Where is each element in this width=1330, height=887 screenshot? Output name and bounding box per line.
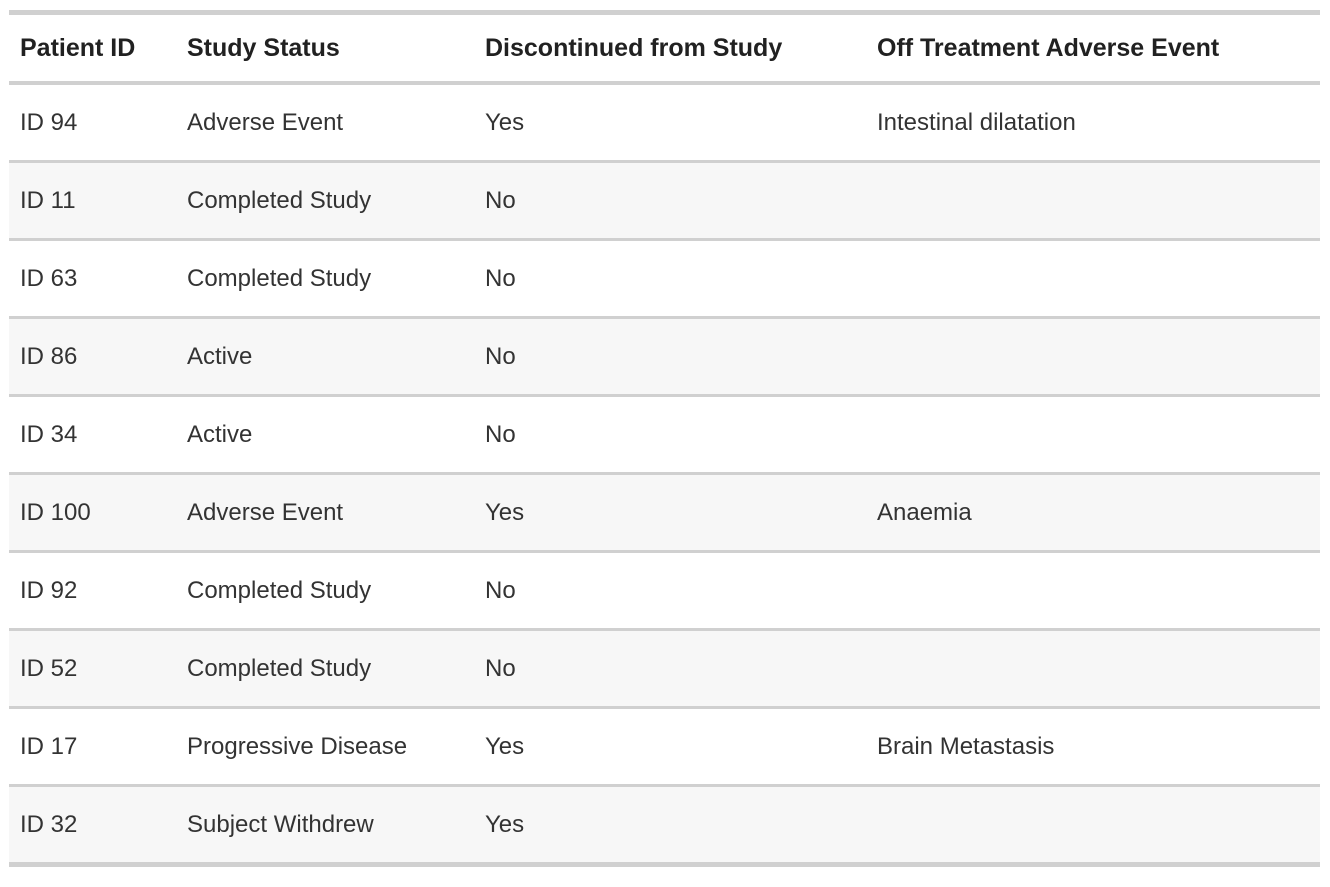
cell-adverse-event [866,160,1320,240]
cell-study-status: Active [176,316,474,396]
cell-adverse-event: Intestinal dilatation [866,81,1320,162]
table-row: ID 34 Active No [9,394,1320,474]
table-row: ID 100 Adverse Event Yes Anaemia [9,472,1320,552]
cell-study-status: Adverse Event [176,472,474,552]
table-row: ID 11 Completed Study No [9,160,1320,240]
cell-study-status: Completed Study [176,238,474,318]
cell-patient-id: ID 92 [9,550,176,630]
cell-adverse-event [866,316,1320,396]
cell-patient-id: ID 86 [9,316,176,396]
cell-adverse-event [866,628,1320,708]
cell-discontinued: Yes [474,706,866,786]
cell-patient-id: ID 17 [9,706,176,786]
cell-adverse-event: Brain Metastasis [866,706,1320,786]
table-row: ID 94 Adverse Event Yes Intestinal dilatati… [9,81,1320,162]
cell-discontinued: Yes [474,81,866,162]
cell-adverse-event: Anaemia [866,472,1320,552]
cell-study-status: Active [176,394,474,474]
table-row: ID 92 Completed Study No [9,550,1320,630]
cell-patient-id: ID 11 [9,160,176,240]
cell-patient-id: ID 32 [9,784,176,867]
cell-study-status: Subject Withdrew [176,784,474,867]
table-row: ID 32 Subject Withdrew Yes [9,784,1320,867]
table-row: ID 86 Active No [9,316,1320,396]
cell-discontinued: No [474,628,866,708]
cell-study-status: Completed Study [176,160,474,240]
cell-study-status: Adverse Event [176,81,474,162]
cell-discontinued: No [474,394,866,474]
cell-discontinued: Yes [474,472,866,552]
cell-adverse-event [866,784,1320,867]
column-header-patient-id: Patient ID [9,10,176,85]
cell-patient-id: ID 63 [9,238,176,318]
cell-discontinued: No [474,238,866,318]
cell-discontinued: Yes [474,784,866,867]
cell-adverse-event [866,394,1320,474]
cell-discontinued: No [474,160,866,240]
cell-discontinued: No [474,550,866,630]
cell-patient-id: ID 34 [9,394,176,474]
cell-patient-id: ID 52 [9,628,176,708]
patient-study-table: Patient ID Study Status Discontinued fro… [9,10,1320,867]
cell-discontinued: No [474,316,866,396]
column-header-study-status: Study Status [176,10,474,85]
table-row: ID 63 Completed Study No [9,238,1320,318]
cell-study-status: Progressive Disease [176,706,474,786]
cell-adverse-event [866,550,1320,630]
table-header: Patient ID Study Status Discontinued fro… [9,10,1320,85]
cell-study-status: Completed Study [176,628,474,708]
column-header-discontinued: Discontinued from Study [474,10,866,85]
table-row: ID 17 Progressive Disease Yes Brain Metasta… [9,706,1320,786]
cell-patient-id: ID 94 [9,81,176,162]
column-header-adverse-event: Off Treatment Adverse Event [866,10,1320,85]
table-body: ID 94 Adverse Event Yes Intestinal dilatati… [9,81,1320,867]
table-header-row: Patient ID Study Status Discontinued fro… [9,10,1320,85]
cell-study-status: Completed Study [176,550,474,630]
cell-patient-id: ID 100 [9,472,176,552]
cell-adverse-event [866,238,1320,318]
table-row: ID 52 Completed Study No [9,628,1320,708]
